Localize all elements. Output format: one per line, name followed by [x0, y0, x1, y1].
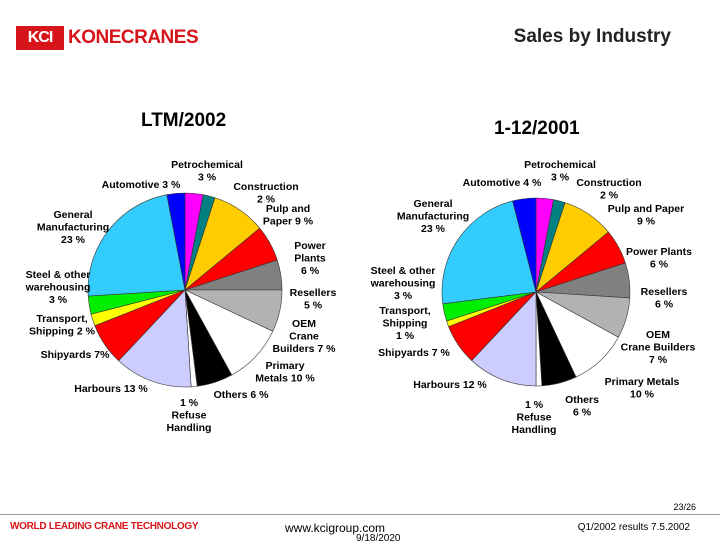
pie-0-label-13: General Manufacturing 23 %	[37, 209, 109, 246]
pie-1-label-7: Others 6 %	[565, 394, 599, 419]
pie-1-label-10: Shipyards 7 %	[378, 347, 450, 359]
pie-1-label-12: Steel & other warehousing 3 %	[370, 265, 436, 302]
pie-0-label-14: Automotive 3 %	[102, 179, 181, 191]
pie-1-label-9: Harbours 12 %	[413, 379, 487, 391]
pie-0-label-1: Construction 2 %	[233, 181, 298, 206]
pie-1-label-13: General Manufacturing 23 %	[397, 198, 469, 235]
pie-0-slice-14	[166, 192, 186, 291]
pie-1-label-5: OEM Crane Builders 7 %	[621, 329, 696, 366]
pie-1-label-2: Pulp and Paper 9 %	[608, 203, 684, 228]
chart-title-2001: 1-12/2001	[494, 118, 580, 139]
company-logo: KCI KONECRANES	[16, 26, 199, 50]
pie-1-label-1: Construction 2 %	[576, 177, 641, 202]
pie-0-label-10: Shipyards 7%	[41, 349, 111, 361]
footer-results: Q1/2002 results 7.5.2002	[577, 522, 690, 533]
pie-1-label-11: Transport, Shipping 1 %	[379, 305, 430, 342]
pie-0-label-6: Primary Metals 10 %	[255, 360, 315, 385]
pie-0-label-2: Pulp and Paper 9 %	[263, 203, 314, 228]
pie-0-slice-9	[118, 289, 192, 388]
pie-1-label-6: Primary Metals 10 %	[605, 376, 680, 401]
pie-0-label-4: Resellers 5 %	[290, 287, 337, 312]
pie-1-label-3: Power Plants 6 %	[626, 246, 692, 271]
pie-0-label-0: Petrochemical 3 %	[171, 159, 243, 184]
pie-0-label-12: Steel & other warehousing 3 %	[25, 269, 91, 306]
footer-website: www.kcigroup.com	[285, 521, 386, 535]
pie-0-slice-13	[87, 194, 186, 297]
pie-1-slice-13	[441, 200, 537, 305]
logo-mark: KCI	[16, 26, 64, 50]
pie-1-slice-9	[471, 291, 537, 387]
page-number: 23/26	[673, 502, 696, 512]
footer-divider	[0, 514, 720, 515]
pie-0-label-8: 1 % Refuse Handling	[167, 397, 212, 434]
footer-tagline: WORLD LEADING CRANE TECHNOLOGY	[10, 521, 199, 532]
pie-0-label-11: Transport, Shipping 2 %	[29, 313, 96, 338]
pie-0-label-5: OEM Crane Builders 7 %	[272, 318, 336, 355]
pie-1-label-4: Resellers 6 %	[641, 286, 688, 311]
chart-title-ltm: LTM/2002	[141, 110, 227, 131]
pie-1-label-0: Petrochemical 3 %	[524, 159, 596, 184]
footer-date: 9/18/2020	[356, 533, 401, 544]
pie-0-label-9: Harbours 13 %	[74, 383, 148, 395]
logo-text: KONECRANES	[68, 27, 199, 48]
pie-0-label-7: Others 6 %	[214, 389, 270, 401]
pie-0-label-3: Power Plants 6 %	[294, 240, 326, 277]
pie-1-label-14: Automotive 4 %	[463, 177, 542, 189]
pie-1-label-8: 1 % Refuse Handling	[512, 399, 557, 436]
pie-1-slice-14	[512, 197, 537, 293]
slide-title: Sales by Industry	[513, 26, 671, 47]
